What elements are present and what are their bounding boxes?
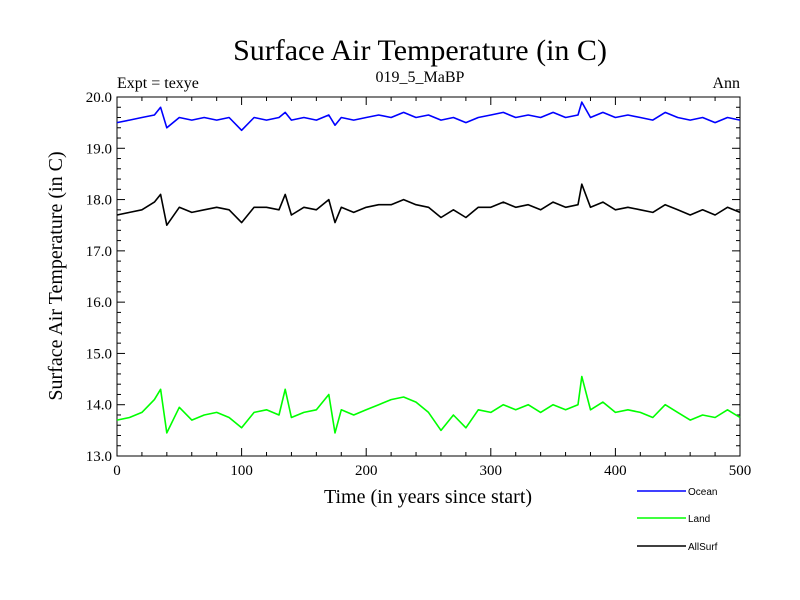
x-tick-label: 100: [230, 463, 253, 479]
axis-ticks: [116, 96, 741, 457]
x-tick-label: 500: [729, 463, 752, 479]
legend: Ocean Land AllSurf: [637, 487, 718, 553]
series-line-ocean: [116, 101, 741, 132]
y-tick-label: 16.0: [86, 295, 112, 311]
y-axis-label: Surface Air Temperature (in C): [45, 151, 67, 400]
plot-frame: [116, 96, 741, 457]
x-tick-label: 0: [113, 463, 121, 479]
x-tick-label: 400: [604, 463, 627, 479]
x-tick-labels: 0 100 200 300 400 500: [113, 463, 751, 479]
series-group: [116, 101, 741, 434]
y-tick-label: 15.0: [86, 346, 112, 362]
chart-title: Surface Air Temperature (in C): [233, 34, 607, 67]
y-tick-label: 17.0: [86, 244, 112, 260]
y-tick-label: 13.0: [86, 449, 112, 465]
x-axis-label: Time (in years since start): [324, 486, 532, 508]
chart-subtitle: 019_5_MaBP: [376, 69, 465, 86]
y-tick-label: 14.0: [86, 398, 112, 414]
x-tick-label: 300: [480, 463, 503, 479]
y-tick-labels: 13.0 14.0 15.0 16.0 17.0 18.0 19.0 20.0: [86, 90, 112, 465]
series-line-allsurf: [116, 183, 741, 226]
y-tick-label: 19.0: [86, 141, 112, 157]
experiment-annotation: Expt = texye: [117, 75, 199, 92]
y-tick-label: 20.0: [86, 90, 112, 106]
y-tick-label: 18.0: [86, 193, 112, 209]
legend-label-ocean: Ocean: [688, 487, 717, 498]
series-line-land: [116, 375, 741, 434]
legend-label-land: Land: [688, 514, 710, 525]
x-tick-label: 200: [355, 463, 378, 479]
period-annotation: Ann: [712, 75, 740, 92]
legend-label-allsurf: AllSurf: [688, 542, 718, 553]
